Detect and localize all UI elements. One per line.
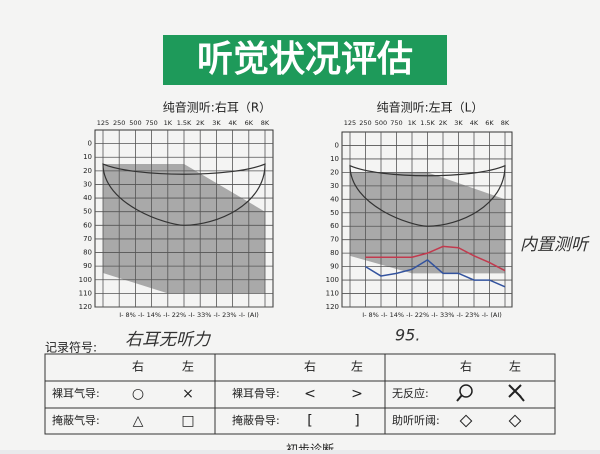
x-tick-label: 250 (359, 119, 371, 127)
legend-symbol: > (351, 386, 363, 402)
y-tick-label: 40 (330, 195, 339, 203)
legend-symbol: △ (133, 413, 144, 429)
legend-row-label: 掩蔽气导: (52, 413, 100, 427)
no-response-right (459, 384, 473, 398)
no-response-left (508, 384, 525, 402)
y-tick-label: 10 (330, 155, 339, 163)
data-line (365, 245, 506, 272)
y-tick-label: 0 (88, 140, 92, 148)
handwritten-note: 95. (395, 326, 420, 345)
x-tick-label: 4K (228, 119, 237, 127)
x-tick-label: 2K (439, 119, 448, 127)
x-tick-label: 1K (408, 119, 417, 127)
y-tick-label: 110 (326, 290, 339, 298)
y-tick-label: 50 (83, 208, 92, 216)
y-tick-label: 20 (330, 168, 339, 176)
legend-header: 右 (460, 359, 472, 374)
legend-header: 左 (509, 359, 521, 374)
comfort-curve (349, 164, 506, 227)
title-box (163, 35, 447, 85)
legend-symbol: × (182, 386, 194, 402)
y-tick-label: 120 (79, 303, 92, 311)
y-tick-label: 30 (330, 182, 339, 190)
x-tick-label: 125 (344, 119, 356, 127)
x-tick-label: 500 (129, 119, 141, 127)
legend-header: 右 (132, 359, 144, 374)
y-tick-label: 0 (335, 141, 339, 149)
y-tick-label: 100 (326, 276, 339, 284)
x-tick-label: 3K (212, 119, 221, 127)
y-tick-label: 20 (83, 167, 92, 175)
x-tick-label: 250 (113, 119, 125, 127)
legend-symbol: [ (307, 413, 312, 429)
x-tick-label: 1.5K (177, 119, 192, 127)
y-tick-label: 40 (83, 194, 92, 202)
x-tick-label: 500 (375, 119, 387, 127)
x-tick-label: 3K (454, 119, 463, 127)
band-note: I- 8% -I- 14% -I- 22% -I- 33% -I- 23% -I… (362, 311, 502, 319)
x-tick-label: 750 (390, 119, 402, 127)
chart-title: 纯音测听:左耳（L） (377, 100, 484, 115)
title: 听觉状况评估 (197, 39, 413, 80)
x-tick-label: 6K (245, 119, 254, 127)
y-tick-label: 90 (83, 262, 92, 270)
y-tick-label: 10 (83, 153, 92, 161)
y-tick-label: 70 (83, 235, 92, 243)
legend-header: 左 (351, 359, 363, 374)
x-tick-label: 125 (97, 119, 109, 127)
y-tick-label: 80 (83, 249, 92, 257)
no-response-arrow (456, 394, 463, 402)
data-line (365, 258, 506, 288)
legend-header: 右 (304, 359, 316, 374)
legend-table (44, 353, 556, 435)
handwritten-note: 内置测听 (520, 235, 590, 255)
legend-row-label: 无反应: (392, 386, 429, 400)
x-tick-label: 4K (470, 119, 479, 127)
legend-symbol: < (304, 386, 316, 402)
x-tick-label: 1.5K (420, 119, 435, 127)
y-tick-label: 60 (83, 221, 92, 229)
y-tick-label: 70 (330, 236, 339, 244)
legend-row-label: 掩蔽骨导: (232, 413, 280, 427)
x-tick-label: 8K (501, 119, 510, 127)
band-note: I- 8% -I- 14% -I- 22% -I- 33% -I- 23% -I… (119, 311, 259, 319)
x-tick-label: 6K (485, 119, 494, 127)
y-tick-label: 50 (330, 209, 339, 217)
legend-header: 左 (182, 359, 194, 374)
legend-symbol: ○ (132, 386, 144, 402)
legend-row-label: 助听听阈: (392, 413, 440, 427)
aided-right (459, 414, 473, 428)
legend-symbol: □ (181, 413, 194, 429)
aided-left (508, 414, 522, 428)
legend-row-label: 裸耳骨导: (232, 386, 280, 400)
handwritten-note: 右耳无听力 (125, 330, 212, 350)
comfort-curve (102, 163, 266, 226)
x-tick-label: 1K (164, 119, 173, 127)
y-tick-label: 80 (330, 249, 339, 257)
legend-label: 记录符号: (45, 340, 97, 355)
y-tick-label: 100 (79, 276, 92, 284)
y-tick-label: 60 (330, 222, 339, 230)
y-tick-label: 90 (330, 263, 339, 271)
y-tick-label: 30 (83, 180, 92, 188)
x-tick-label: 2K (196, 119, 205, 127)
legend-row-label: 裸耳气导: (52, 386, 100, 400)
y-tick-label: 120 (326, 303, 339, 311)
x-tick-label: 750 (145, 119, 157, 127)
y-tick-label: 110 (79, 289, 92, 297)
legend-symbol: ] (354, 413, 359, 429)
chart-title: 纯音测听:右耳（R） (163, 100, 271, 115)
x-tick-label: 8K (261, 119, 270, 127)
footer: 初步诊断 (286, 442, 334, 451)
